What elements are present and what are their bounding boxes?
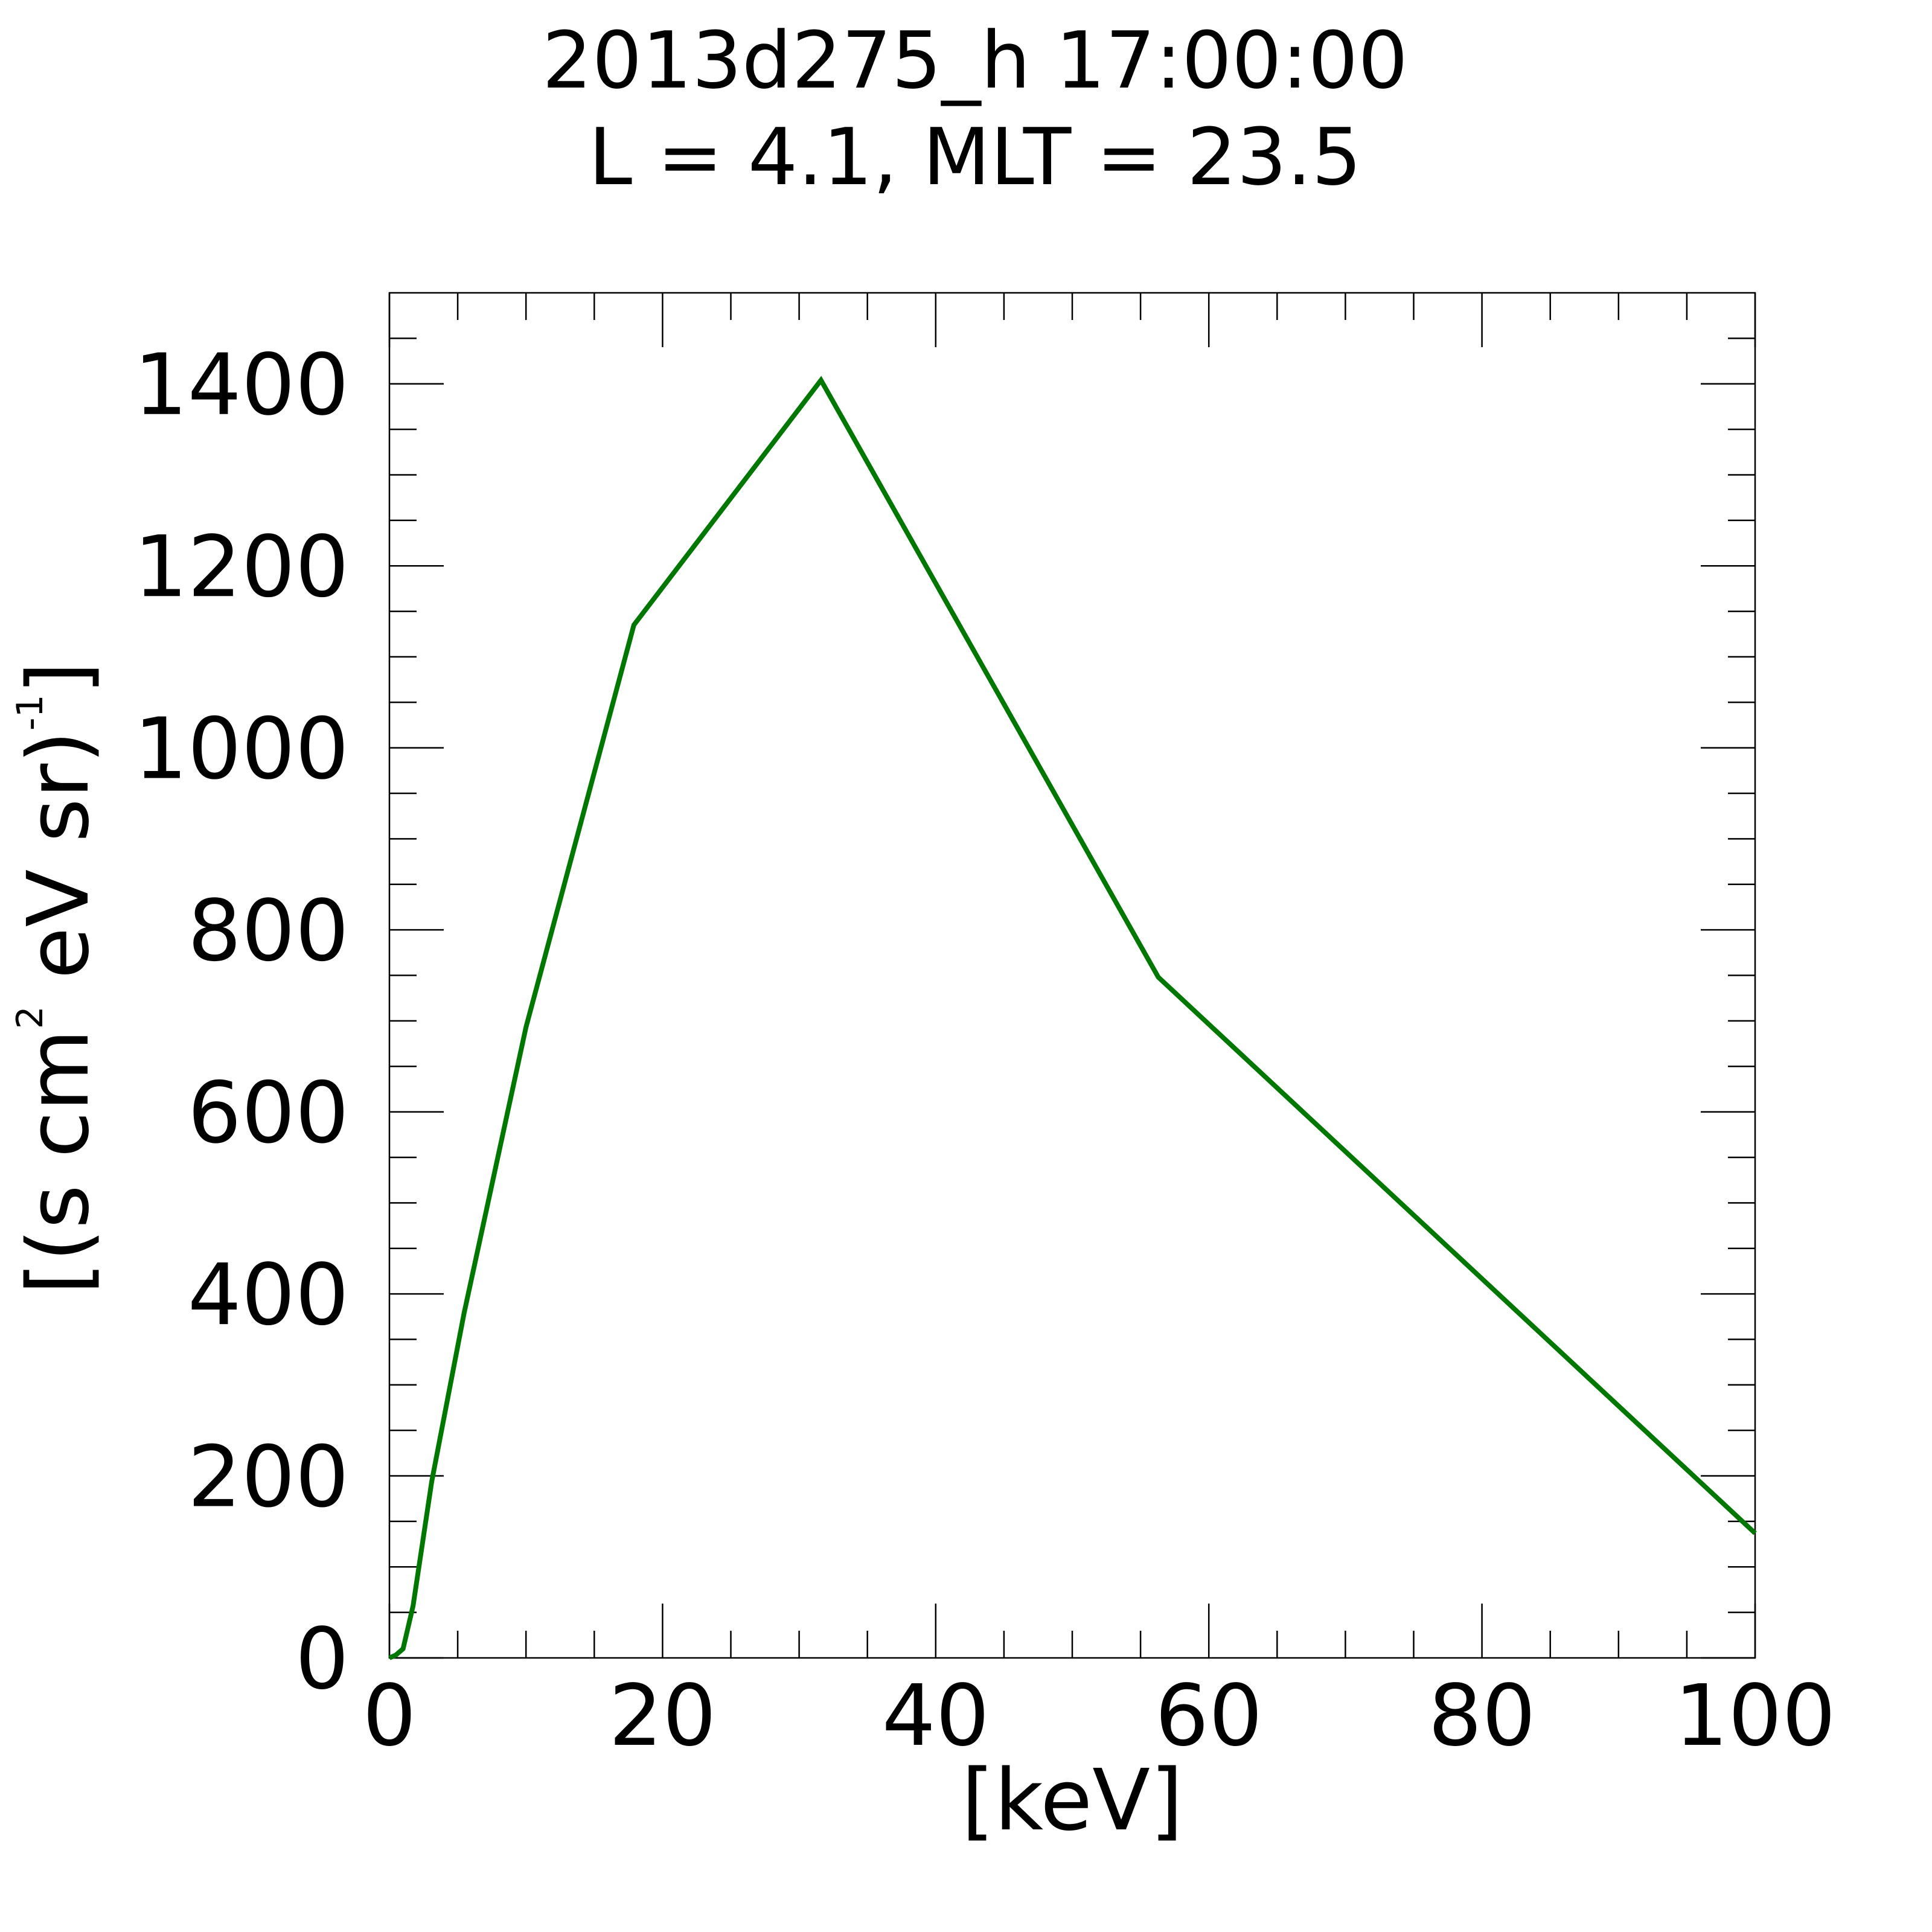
x-tick-label: 20 — [609, 1667, 716, 1765]
y-axis-label: [(s cm2 eV sr)-1] — [9, 662, 108, 1295]
y-tick-label: 800 — [188, 882, 349, 980]
y-tick-label: 400 — [188, 1246, 349, 1345]
x-tick-label: 100 — [1674, 1667, 1835, 1765]
data-line — [388, 376, 1757, 1660]
y-tick-label: 600 — [188, 1064, 349, 1163]
y-tick-label: 1400 — [134, 336, 349, 435]
y-tick-label: 200 — [188, 1428, 349, 1527]
y-tick-label: 0 — [295, 1610, 349, 1709]
y-label-part: ] — [10, 662, 108, 695]
x-tick-label: 40 — [882, 1667, 990, 1765]
y-label-part: [(s cm — [10, 1029, 108, 1294]
x-tick-label: 80 — [1428, 1667, 1536, 1765]
chart-subtitle: L = 4.1, MLT = 23.5 — [589, 111, 1362, 203]
y-tick-label: 1200 — [134, 518, 349, 616]
x-tick-label: 0 — [362, 1667, 416, 1765]
y-label-part: eV sr) — [10, 731, 108, 1006]
x-tick-label: 60 — [1155, 1667, 1262, 1765]
x-axis-label: [keV] — [961, 1751, 1183, 1850]
y-label-sup: 2 — [9, 1006, 51, 1029]
y-label-sup: -1 — [9, 694, 51, 731]
y-tick-label: 1000 — [134, 700, 349, 799]
chart-title: 2013d275_h 17:00:00 — [542, 14, 1408, 106]
